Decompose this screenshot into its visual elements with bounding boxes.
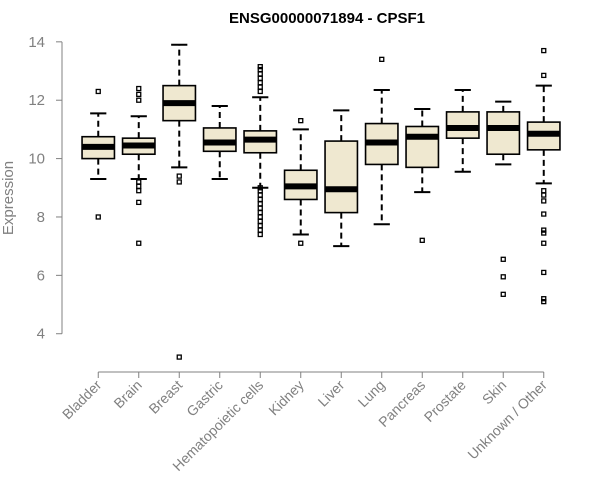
outlier-point xyxy=(500,291,506,297)
outlier-point xyxy=(257,231,263,238)
x-tick-label: Breast xyxy=(145,377,185,417)
outlier-point xyxy=(176,354,182,360)
box-bladder xyxy=(81,88,116,220)
y-axis: 4 6 8 10 12 14 xyxy=(28,34,63,343)
outlier-point xyxy=(257,196,263,203)
outlier-point xyxy=(541,296,547,302)
outlier-point xyxy=(95,88,101,95)
x-tick-label: Liver xyxy=(315,377,348,410)
y-axis-label: Expression xyxy=(0,161,17,235)
outlier-point xyxy=(419,237,425,243)
box-iqr xyxy=(405,125,440,169)
outlier-point xyxy=(136,179,142,185)
outlier-point xyxy=(176,179,182,185)
outlier-point xyxy=(257,209,263,216)
y-tick-label: 6 xyxy=(37,267,45,284)
box-lung xyxy=(364,56,399,226)
box-skin xyxy=(486,100,521,297)
box-iqr xyxy=(486,111,521,156)
box-gastric xyxy=(202,105,237,181)
outlier-point xyxy=(257,223,263,229)
x-tick-label: Brain xyxy=(110,377,144,411)
outlier-point xyxy=(136,183,142,189)
outlier-point xyxy=(136,97,142,103)
outlier-point xyxy=(541,227,547,233)
outlier-point xyxy=(257,227,263,233)
outlier-point xyxy=(257,80,263,86)
outlier-point xyxy=(95,214,101,220)
outlier-point xyxy=(257,205,263,211)
outlier-point xyxy=(541,269,547,276)
x-tick-label: Bladder xyxy=(59,377,105,423)
y-tick-label: 4 xyxy=(37,326,45,343)
outlier-point xyxy=(298,117,304,124)
box-breast xyxy=(162,43,197,360)
x-tick-label: Prostate xyxy=(421,377,469,425)
y-tick-label: 10 xyxy=(28,151,45,168)
box-brain xyxy=(121,85,156,246)
box-liver xyxy=(324,109,359,248)
outlier-point xyxy=(500,256,506,262)
outlier-point xyxy=(257,218,263,225)
outlier-point xyxy=(379,56,385,63)
outlier-point xyxy=(257,66,263,73)
y-tick-label: 14 xyxy=(28,34,45,51)
x-tick-label: Lung xyxy=(355,377,388,410)
x-tick-label: Kidney xyxy=(265,377,307,419)
outlier-point xyxy=(176,173,182,179)
boxes-layer xyxy=(81,43,561,360)
outlier-point xyxy=(257,188,263,194)
outlier-point xyxy=(541,47,547,54)
outlier-point xyxy=(257,201,263,207)
outlier-point xyxy=(541,72,547,79)
outlier-point xyxy=(541,211,547,217)
outlier-point xyxy=(541,298,547,305)
outlier-point xyxy=(541,192,547,198)
box-hematopoietic-cells xyxy=(243,63,278,238)
box-unknown-other xyxy=(526,47,561,305)
outlier-point xyxy=(257,192,263,198)
outlier-point xyxy=(136,85,142,92)
outlier-point xyxy=(257,185,263,191)
outlier-point xyxy=(257,84,263,90)
outlier-point xyxy=(257,75,263,81)
x-tick-label: Skin xyxy=(479,377,510,408)
box-iqr xyxy=(324,140,359,214)
outlier-point xyxy=(136,91,142,98)
outlier-point xyxy=(136,240,142,246)
outlier-point xyxy=(541,188,547,194)
outlier-point xyxy=(257,63,263,70)
outlier-point xyxy=(541,198,547,204)
outlier-point xyxy=(500,274,506,280)
outlier-point xyxy=(541,240,547,246)
box-kidney xyxy=(283,117,318,246)
outlier-point xyxy=(257,88,263,95)
chart-title: ENSG00000071894 - CPSF1 xyxy=(229,10,425,27)
outlier-point xyxy=(136,199,142,206)
outlier-point xyxy=(257,214,263,220)
outlier-point xyxy=(298,240,304,246)
y-tick-label: 8 xyxy=(37,209,45,226)
outlier-point xyxy=(257,71,263,77)
box-prostate xyxy=(445,89,480,173)
y-tick-label: 12 xyxy=(28,92,45,109)
box-pancreas xyxy=(405,107,440,243)
outlier-point xyxy=(136,188,142,194)
outlier-point xyxy=(541,230,547,236)
